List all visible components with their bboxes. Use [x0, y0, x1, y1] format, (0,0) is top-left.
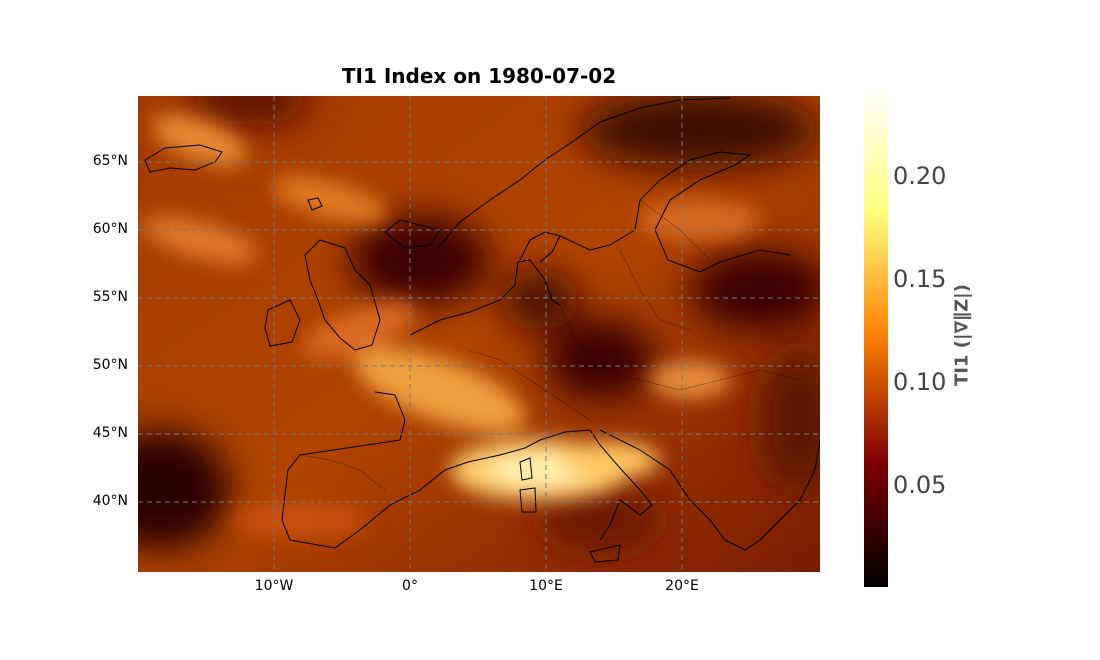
lon-label: 0° [402, 578, 418, 594]
colorbar-gradient [864, 87, 888, 587]
colorbar-tick: 0.20 [893, 162, 947, 190]
lat-label: 50°N [92, 357, 128, 373]
colorbar-label: TI1 (|∇∥Z|) [951, 284, 973, 386]
lon-label: 10°E [529, 578, 563, 594]
lat-label: 55°N [92, 289, 128, 305]
map-title: TI1 Index on 1980-07-02 [341, 64, 617, 88]
colorbar-tick: 0.05 [893, 471, 947, 499]
lon-label: 20°E [665, 578, 699, 594]
lat-label: 65°N [92, 153, 128, 169]
lat-label: 60°N [92, 221, 128, 237]
country-borders [299, 199, 801, 491]
colorbar-tick: 0.10 [893, 368, 947, 396]
lat-label: 45°N [92, 425, 128, 441]
lon-label: 10°W [254, 578, 294, 594]
gridlines [138, 96, 820, 572]
heatmap-field [138, 96, 820, 572]
lat-label: 40°N [92, 493, 128, 509]
coastlines [144, 97, 820, 563]
colorbar-tick: 0.15 [893, 265, 947, 293]
